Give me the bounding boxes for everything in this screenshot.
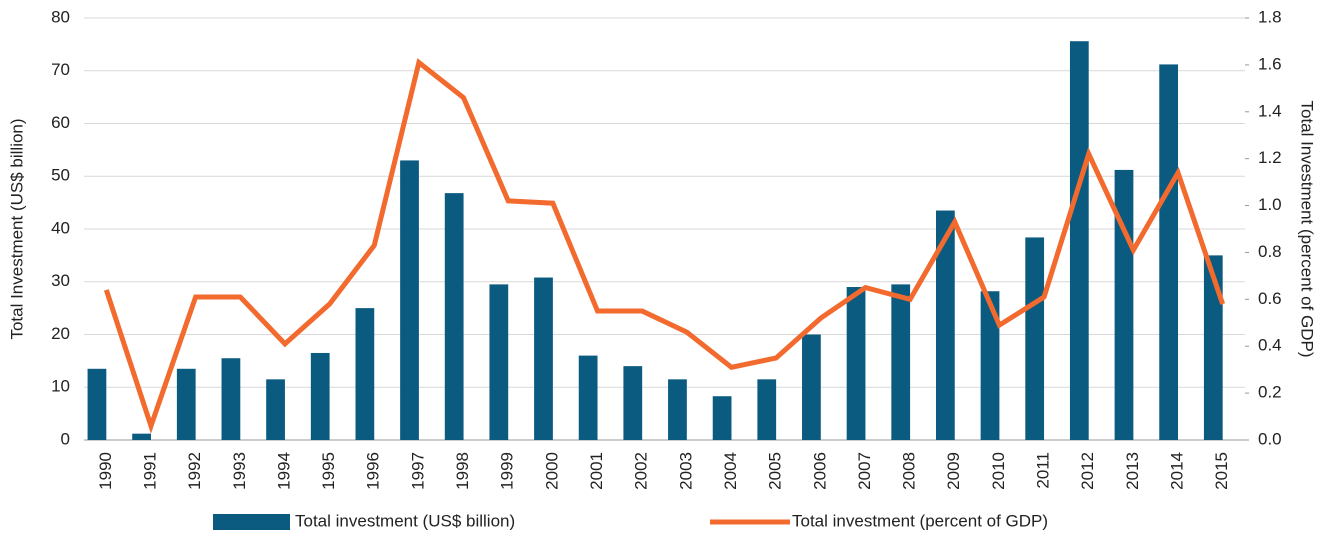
x-tick-label: 2003 [676,452,695,490]
y2-axis-title: Total Investment (percent of GDP) [1298,101,1317,358]
bar [980,291,1000,440]
y2-tick-label: 0.0 [1258,429,1282,448]
x-tick-label: 2009 [944,452,963,490]
bar [534,277,553,440]
y-tick-label: 50 [51,166,70,185]
y-tick-label: 20 [51,324,70,343]
bar [623,366,643,440]
x-tick-label: 1991 [140,452,159,490]
bar [1025,237,1045,440]
bar [87,368,107,440]
y2-tick-label: 1.0 [1258,195,1282,214]
bar [266,379,285,440]
x-tick-label: 1997 [408,452,427,490]
x-tick-label: 2000 [542,452,561,490]
x-tick-label: 2007 [855,452,874,490]
legend-label: Total investment (US$ billion) [295,511,515,530]
x-tick-label: 1996 [364,452,383,490]
bar [578,355,598,440]
bar [935,210,955,440]
bar [802,334,821,440]
x-tick-label: 2008 [900,452,919,490]
x-tick-label: 1998 [453,452,472,490]
y-tick-label: 40 [51,218,70,237]
bar [1203,255,1223,440]
y2-tick-label: 0.6 [1258,289,1282,308]
x-tick-label: 2006 [810,452,829,490]
x-tick-label: 1994 [274,452,293,490]
legend-swatch [213,514,290,530]
legend-label: Total investment (percent of GDP) [792,511,1048,530]
bar [355,308,375,440]
y-tick-label: 70 [51,60,70,79]
y2-tick-label: 0.4 [1258,336,1282,355]
bar [712,396,732,440]
x-tick-label: 2010 [989,452,1008,490]
bar [489,284,509,440]
bar [444,193,464,440]
x-tick-label: 1990 [96,452,115,490]
y-tick-label: 80 [51,7,70,26]
bar [891,284,911,440]
y-tick-label: 30 [51,271,70,290]
x-tick-label: 1999 [498,452,517,490]
x-tick-label: 1993 [230,452,249,490]
bar [400,160,419,441]
y2-tick-label: 1.8 [1258,7,1282,26]
x-tick-label: 2004 [721,452,740,490]
y2-tick-label: 0.8 [1258,242,1282,261]
y2-tick-label: 1.2 [1258,148,1282,167]
x-tick-label: 2014 [1168,452,1187,490]
bar [221,358,241,440]
bar [310,352,330,440]
y-tick-label: 10 [51,377,70,396]
bar [132,433,151,440]
y-axis-title: Total Investment (US$ billion) [7,118,26,339]
y-tick-label: 60 [51,113,70,132]
x-tick-label: 1995 [319,452,338,490]
y-tick-label: 0 [61,429,70,448]
y2-tick-label: 1.6 [1258,54,1282,73]
x-tick-label: 2015 [1212,452,1231,490]
bar [1159,64,1179,441]
y2-tick-label: 0.2 [1258,383,1282,402]
y2-tick-label: 1.4 [1258,101,1282,120]
x-tick-label: 2012 [1078,452,1097,490]
bar [176,368,196,440]
x-tick-label: 1992 [185,452,204,490]
line [103,58,1226,434]
bar [846,287,866,440]
x-tick-label: 2011 [1034,452,1053,489]
bar [757,379,777,440]
bar [668,379,687,440]
x-tick-label: 2013 [1123,452,1142,490]
bar [1069,41,1089,441]
x-tick-label: 2002 [632,452,651,490]
x-tick-label: 2001 [587,452,606,490]
x-tick-label: 2005 [766,452,785,490]
